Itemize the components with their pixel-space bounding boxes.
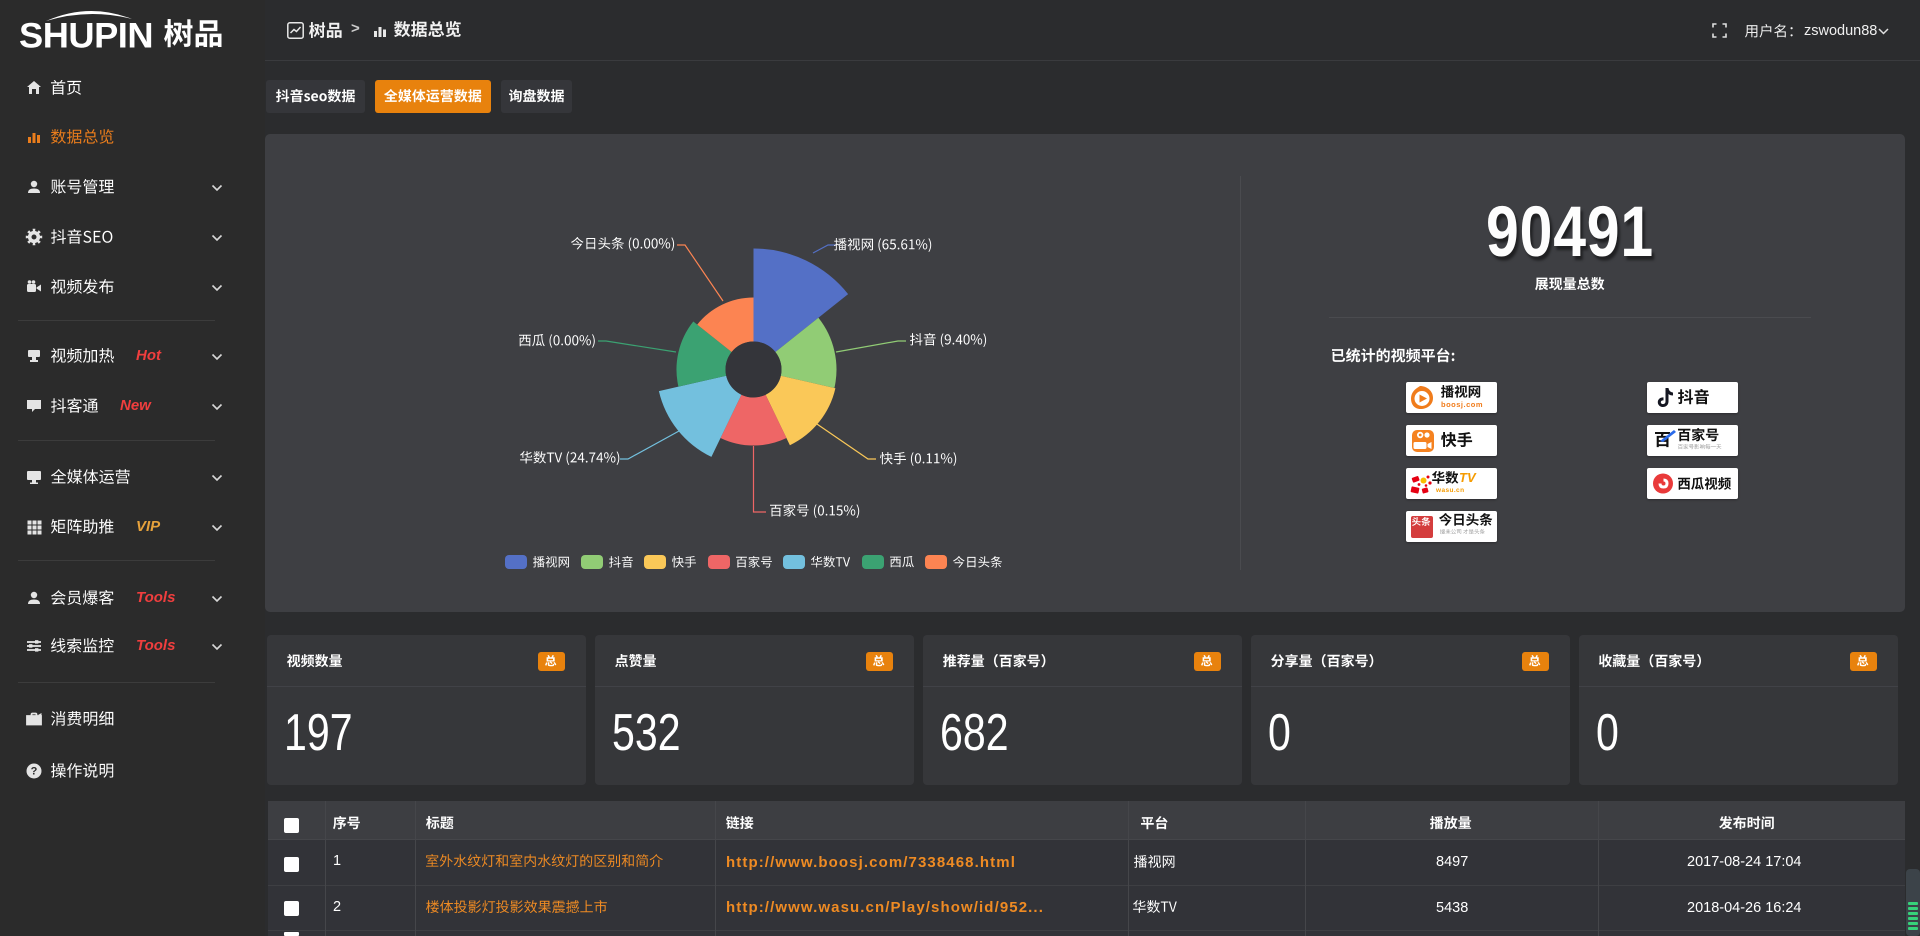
- svg-text:?: ?: [31, 766, 38, 778]
